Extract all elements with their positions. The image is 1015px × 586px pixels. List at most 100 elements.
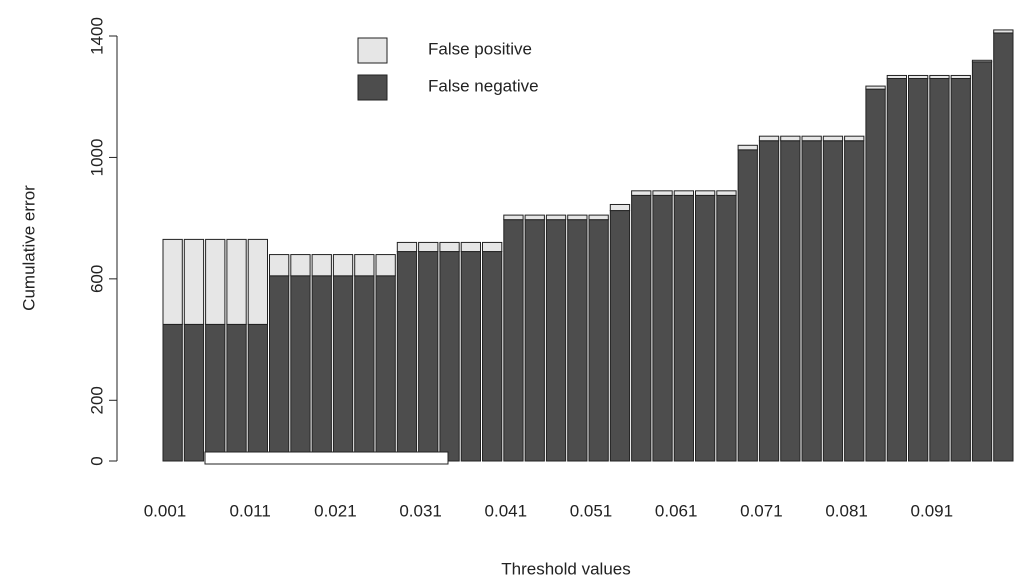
bar-segment <box>971 61 993 462</box>
bar-segment <box>822 140 844 462</box>
overlay-box <box>204 451 449 465</box>
legend-swatch <box>357 74 388 101</box>
bar-segment <box>311 275 332 462</box>
bar-segment <box>183 238 205 325</box>
bar-segment <box>737 144 758 151</box>
bar-segment <box>332 275 354 462</box>
x-tick-label: 0.091 <box>911 501 954 520</box>
bar-segment <box>269 254 290 277</box>
bar-segment <box>247 323 268 462</box>
bar-segment <box>950 74 971 80</box>
bar-segment <box>609 210 631 462</box>
bar-segment <box>482 241 503 253</box>
bar-segment <box>716 190 737 196</box>
bar-segment <box>929 78 950 462</box>
bar-segment <box>929 74 950 80</box>
bar-segment <box>396 241 418 253</box>
bar-segment <box>418 251 439 462</box>
bar-segment <box>545 219 567 462</box>
y-tick-label: 200 <box>87 386 106 414</box>
bar-segment <box>993 32 1014 462</box>
bar-segment <box>737 149 758 462</box>
bar-segment <box>503 214 524 221</box>
bar-segment <box>439 241 460 253</box>
bar-segment <box>503 219 524 462</box>
bar-segment <box>311 254 332 277</box>
bar-segment <box>418 241 439 253</box>
x-tick-label: 0.021 <box>314 501 357 520</box>
y-axis-title: Cumulative error <box>19 185 38 311</box>
x-tick-label: 0.051 <box>570 501 613 520</box>
bar-segment <box>652 194 673 462</box>
bar-segment <box>375 275 396 462</box>
x-tick-label: 0.031 <box>399 501 442 520</box>
bar-segment <box>695 190 716 196</box>
y-tick-label: 0 <box>87 456 106 465</box>
bar-segment <box>588 214 609 221</box>
x-tick-label: 0.011 <box>230 501 271 520</box>
y-tick-label: 1000 <box>87 139 106 177</box>
bar-segment <box>354 254 375 277</box>
bar-segment <box>545 214 567 221</box>
bar-segment <box>332 254 354 277</box>
bar-segment <box>609 203 631 212</box>
legend-label: False negative <box>428 76 539 95</box>
bar-segment <box>780 135 801 142</box>
bar-segment <box>269 275 290 462</box>
bar-segment <box>290 254 311 277</box>
bar-segment <box>524 214 545 221</box>
y-tick-label: 600 <box>87 265 106 293</box>
bar-segment <box>247 238 268 325</box>
bar-segment <box>844 135 865 142</box>
bar-segment <box>290 275 311 462</box>
bar-segment <box>950 78 971 462</box>
bar-segment <box>226 323 247 462</box>
bar-segment <box>460 241 482 253</box>
bar-segment <box>226 238 247 325</box>
bar-segment <box>183 323 205 462</box>
bar-segment <box>652 190 673 196</box>
legend-swatch <box>357 37 388 64</box>
bar-segment <box>162 323 183 462</box>
bar-segment <box>993 29 1014 34</box>
y-tick-label: 1400 <box>87 17 106 55</box>
x-tick-label: 0.001 <box>144 501 187 520</box>
bar-segment <box>886 78 908 462</box>
bar-segment <box>524 219 545 462</box>
bar-segment <box>631 190 652 196</box>
bar-segment <box>908 78 929 462</box>
bar-segment <box>205 238 226 325</box>
bar-segment <box>375 254 396 277</box>
bar-segment <box>716 194 737 462</box>
bar-segment <box>758 140 780 462</box>
bar-segment <box>673 194 695 462</box>
x-tick-label: 0.071 <box>740 501 783 520</box>
bar-segment <box>908 74 929 80</box>
bar-segment <box>801 135 822 142</box>
bar-segment <box>971 59 993 63</box>
bar-segment <box>567 214 588 221</box>
x-tick-label: 0.081 <box>825 501 868 520</box>
bar-segment <box>695 194 716 462</box>
legend-label: False positive <box>428 39 532 58</box>
bar-segment <box>482 251 503 462</box>
bar-segment <box>865 88 886 462</box>
x-tick-label: 0.061 <box>655 501 698 520</box>
bar-segment <box>758 135 780 142</box>
bar-segment <box>588 219 609 462</box>
bar-segment <box>396 251 418 462</box>
bar-segment <box>354 275 375 462</box>
bar-segment <box>865 85 886 90</box>
bar-segment <box>631 194 652 462</box>
bar-segment <box>801 140 822 462</box>
bar-segment <box>673 190 695 196</box>
bar-segment <box>567 219 588 462</box>
bar-segment <box>460 251 482 462</box>
x-axis-title: Threshold values <box>501 559 630 578</box>
bar-segment <box>162 238 183 325</box>
bar-segment <box>780 140 801 462</box>
bar-segment <box>822 135 844 142</box>
bar-segment <box>205 323 226 462</box>
x-tick-label: 0.041 <box>485 501 528 520</box>
